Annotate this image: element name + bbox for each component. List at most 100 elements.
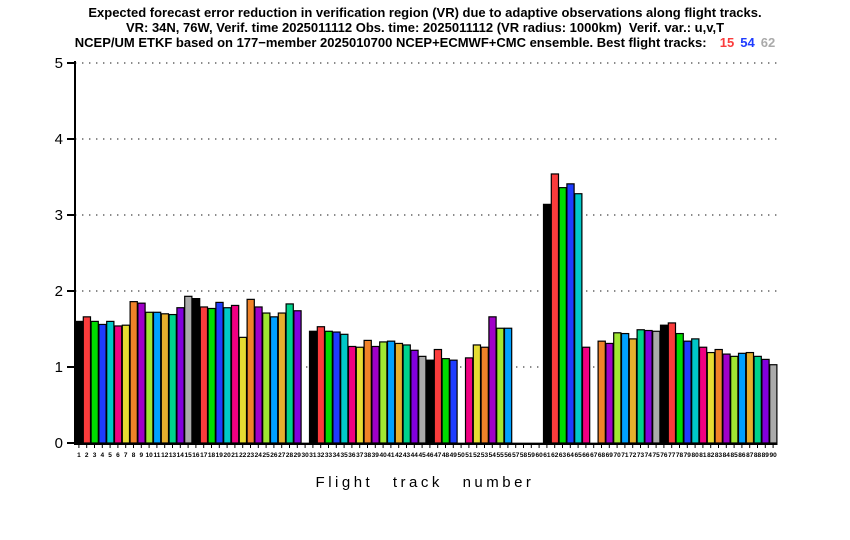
x-tick-label-52: 52 [473, 452, 481, 459]
bar-track-35 [340, 333, 349, 444]
bar-track-12 [160, 313, 170, 444]
x-tick-label-66: 66 [582, 452, 590, 459]
bar-track-23 [246, 298, 255, 444]
bar-track-69 [605, 342, 614, 444]
x-tick-label-72: 72 [629, 452, 637, 459]
y-tick-label-0: 0 [55, 435, 63, 452]
bar-track-76 [659, 324, 669, 444]
x-tick-label-25: 25 [262, 452, 270, 459]
bar-track-39 [371, 345, 380, 444]
x-tick-label-1: 1 [77, 452, 81, 459]
bar-track-87 [745, 351, 755, 444]
x-tick-label-48: 48 [442, 452, 450, 459]
x-tick-label-69: 69 [606, 452, 614, 459]
bar-track-21 [230, 304, 240, 444]
bar-track-34 [332, 331, 341, 444]
x-tick-label-77: 77 [668, 452, 676, 459]
bar-track-19 [215, 301, 224, 444]
chart-title-line3-text: NCEP/UM ETKF based on 177−member 2025010… [74, 35, 714, 50]
x-tick-label-54: 54 [489, 452, 497, 459]
bar-track-73 [636, 329, 645, 444]
x-tick-label-39: 39 [372, 452, 380, 459]
bar-track-4 [98, 323, 107, 444]
bar-track-55 [496, 327, 505, 444]
x-tick-label-6: 6 [116, 452, 120, 459]
bar-track-47 [433, 348, 443, 444]
chart-header: Expected forecast error reduction in ver… [0, 5, 850, 50]
chart-title-line2: VR: 34N, 76W, Verif. time 2025011112 Obs… [125, 20, 725, 35]
bar-track-6 [113, 325, 123, 444]
x-tick-label-33: 33 [325, 452, 333, 459]
x-tick-label-43: 43 [403, 452, 411, 459]
bar-track-28 [285, 303, 294, 444]
x-tick-label-31: 31 [309, 452, 317, 459]
bar-track-63 [558, 187, 567, 444]
bar-track-88 [753, 355, 762, 444]
bar-track-43 [402, 344, 411, 444]
bar-track-27 [277, 312, 287, 444]
bar-track-2 [82, 316, 92, 444]
x-tick-label-85: 85 [730, 452, 738, 459]
bar-track-75 [652, 330, 661, 444]
x-tick-label-84: 84 [723, 452, 731, 459]
bar-track-36 [347, 345, 357, 444]
bar-track-20 [223, 307, 232, 444]
bar-track-25 [262, 312, 271, 444]
x-tick-label-58: 58 [520, 452, 528, 459]
x-tick-label-34: 34 [333, 452, 341, 459]
x-tick-label-27: 27 [278, 452, 286, 459]
x-tick-label-10: 10 [145, 452, 153, 459]
bar-track-7 [121, 324, 131, 444]
bar-track-1 [74, 320, 84, 444]
bar-track-77 [667, 322, 677, 444]
x-tick-label-11: 11 [153, 452, 160, 459]
bar-track-52 [472, 344, 482, 444]
x-tick-label-24: 24 [255, 452, 263, 459]
bar-track-3 [90, 320, 99, 444]
bar-track-32 [316, 326, 326, 444]
x-tick-label-70: 70 [613, 452, 621, 459]
bar-track-13 [168, 313, 177, 444]
x-tick-label-26: 26 [270, 452, 278, 459]
bar-track-78 [675, 332, 684, 444]
bar-track-70 [613, 332, 622, 444]
x-tick-label-46: 46 [426, 452, 434, 459]
bar-track-86 [737, 352, 747, 444]
x-tick-label-87: 87 [746, 452, 754, 459]
x-tick-label-16: 16 [192, 452, 200, 459]
x-tick-label-44: 44 [411, 452, 419, 459]
x-tick-label-67: 67 [590, 452, 598, 459]
x-tick-label-68: 68 [598, 452, 606, 459]
bar-track-79 [683, 340, 692, 444]
bar-track-45 [418, 355, 427, 444]
bar-track-80 [691, 338, 700, 444]
y-tick-label-2: 2 [55, 283, 63, 300]
bar-track-72 [628, 338, 638, 444]
x-tick-label-4: 4 [100, 452, 104, 459]
x-tick-label-29: 29 [294, 452, 302, 459]
x-tick-label-3: 3 [93, 452, 97, 459]
x-tick-label-7: 7 [124, 452, 128, 459]
x-tick-label-90: 90 [769, 452, 777, 459]
bar-track-81 [698, 346, 708, 444]
x-tick-label-75: 75 [652, 452, 660, 459]
x-tick-label-80: 80 [691, 452, 699, 459]
x-tick-label-49: 49 [450, 452, 458, 459]
bar-track-83 [714, 348, 723, 444]
bar-track-44 [410, 349, 419, 444]
x-tick-label-20: 20 [223, 452, 231, 459]
bar-track-16 [191, 298, 201, 444]
bar-track-74 [644, 329, 653, 444]
bar-track-61 [542, 203, 552, 444]
bar-track-85 [730, 355, 739, 444]
bar-track-40 [379, 341, 388, 444]
x-tick-label-71: 71 [621, 452, 629, 459]
bar-track-17 [199, 306, 209, 444]
bar-track-33 [324, 330, 333, 444]
x-tick-label-78: 78 [676, 452, 684, 459]
bar-track-10 [145, 311, 154, 444]
x-tick-label-2: 2 [85, 452, 89, 459]
y-tick-label-5: 5 [55, 55, 63, 72]
x-tick-label-50: 50 [457, 452, 465, 459]
